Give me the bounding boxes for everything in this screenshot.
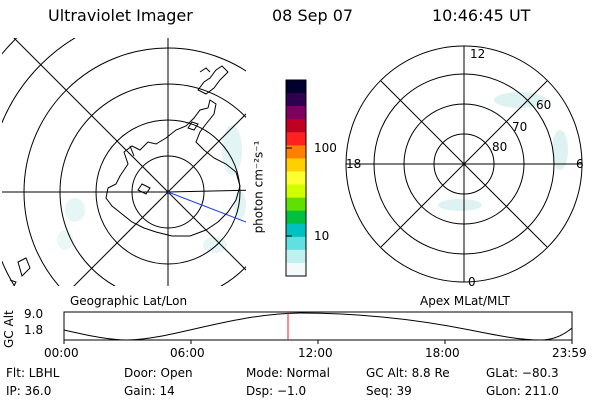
gc-alt-value: GC Alt: 8.8 Re (366, 366, 450, 380)
colorbar-segment (286, 106, 306, 120)
xtick-0600: 06:00 (170, 346, 205, 360)
mlat-label-80: 80 (492, 140, 508, 154)
time-label: 10:46:45 UT (432, 6, 531, 25)
colorbar-tick-10: 10 (314, 229, 330, 243)
mlat-label-70: 70 (512, 120, 528, 134)
geographic-map (2, 38, 246, 286)
colorbar-segment (286, 132, 306, 146)
date-label: 08 Sep 07 (272, 6, 354, 25)
gain-value: Gain: 14 (124, 384, 175, 398)
antarctica-coastline (105, 99, 241, 237)
colorbar-segment (286, 93, 306, 107)
mlt-label-12: 12 (470, 47, 486, 61)
colorbar-segment (286, 119, 306, 133)
colorbar-segment (286, 80, 306, 94)
altitude-ytick-min: 1.8 (24, 323, 44, 337)
colorbar-segment (286, 145, 306, 159)
glat-value: GLat: −80.3 (486, 366, 559, 380)
colorbar-tick-100: 100 (314, 141, 337, 155)
colorbar-segment (286, 236, 306, 251)
geographic-caption: Geographic Lat/Lon (70, 294, 188, 308)
ip-value: IP: 36.0 (6, 384, 52, 398)
mlt-label-6: 6 (576, 157, 584, 171)
xtick-1800: 18:00 (425, 346, 460, 360)
xtick-2359: 23:59 (552, 346, 587, 360)
magnetic-caption: Apex MLat/MLT (420, 294, 510, 308)
magnetic-polar-plot (345, 45, 583, 283)
colorbar-segment (286, 197, 306, 212)
glon-value: GLon: 211.0 (486, 384, 559, 398)
colorbar-unit-label: photon cm⁻²s⁻¹ (251, 140, 266, 234)
filter-value: Flt: LBHL (6, 366, 60, 380)
mlt-label-18: 18 (346, 157, 362, 171)
mlt-label-0: 0 (468, 275, 476, 289)
colorbar-segment (286, 210, 306, 225)
south-america-coastline (197, 65, 229, 95)
colorbar-segment (286, 184, 306, 199)
colorbar-segment (286, 262, 306, 277)
instrument-title: Ultraviolet Imager (48, 6, 193, 25)
colorbar-segment (286, 171, 306, 186)
aurora-emission-left (57, 125, 246, 253)
seq-value: Seq: 39 (366, 384, 412, 398)
altitude-strip (63, 311, 573, 344)
colorbar-segment (286, 249, 306, 264)
colorbar-segment (286, 158, 306, 172)
colorbar-segment (286, 223, 306, 238)
altitude-ytick-max: 9.0 (24, 307, 44, 321)
colorbar (285, 79, 307, 277)
mode-value: Mode: Normal (246, 366, 330, 380)
dsp-value: Dsp: −1.0 (246, 384, 307, 398)
mlat-label-60: 60 (536, 98, 552, 112)
door-value: Door: Open (124, 366, 193, 380)
xtick-1200: 12:00 (298, 346, 333, 360)
xtick-0000: 00:00 (44, 346, 79, 360)
altitude-ylabel: GC Alt (2, 310, 16, 348)
